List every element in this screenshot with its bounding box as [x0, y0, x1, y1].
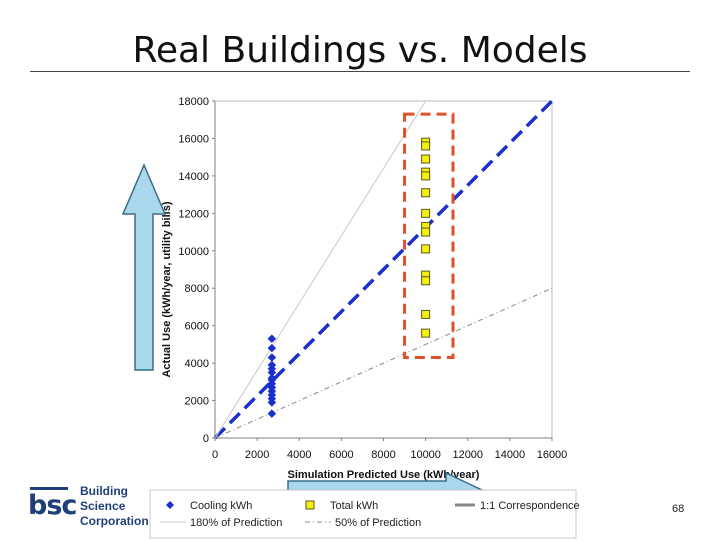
- total-point: [421, 309, 431, 319]
- x-tick-label: 0: [212, 449, 218, 461]
- bsc-logo: bsc Building Science Corporation: [26, 482, 150, 532]
- total-point: [421, 276, 431, 286]
- total-point: [421, 154, 431, 164]
- chart-legend: Cooling kWh Total kWh 1:1 Correspondence 18…: [149, 489, 580, 539]
- slide-title: Real Buildings vs. Models: [132, 30, 588, 71]
- x-tick-label: 6000: [329, 449, 353, 461]
- y-tick-label: 12000: [178, 208, 209, 220]
- legend-label: Cooling kWh: [190, 500, 252, 512]
- legend-label: 1:1 Correspondence: [480, 500, 580, 512]
- y-tick-label: 8000: [185, 283, 209, 295]
- x-tick-label: 16000: [537, 449, 568, 461]
- total-point: [421, 227, 431, 237]
- legend-total-marker: [305, 500, 315, 510]
- cooling-point: [267, 334, 277, 344]
- cooling-point: [267, 398, 277, 407]
- x-tick-label: 12000: [452, 449, 483, 461]
- y-tick-label: 16000: [178, 133, 209, 145]
- y-tick-label: 2000: [185, 396, 209, 408]
- title-divider: [30, 71, 690, 72]
- y-tick-label: 10000: [178, 246, 209, 258]
- y-tick-label: 4000: [185, 358, 209, 370]
- logo-line-3: Corporation: [80, 514, 149, 528]
- cooling-series: [267, 334, 277, 419]
- y-tick-label: 6000: [185, 321, 209, 333]
- logo-line-2: Science: [80, 499, 126, 513]
- chart-axes: 0 2000 4000 6000 8000 10000 12000 14000 16000 0 20…: [161, 96, 567, 481]
- up-arrow: [121, 163, 167, 371]
- one-to-one-line: [213, 99, 554, 440]
- total-point: [421, 141, 431, 151]
- logo-bar: [30, 487, 68, 490]
- legend-frame: [149, 489, 577, 539]
- legend-label: 180% of Prediction: [190, 517, 282, 529]
- y-tick-label: 0: [203, 433, 209, 445]
- cooling-point: [267, 343, 277, 353]
- prediction-180-line: [214, 100, 427, 439]
- logo-mark: bsc: [28, 490, 77, 521]
- legend-cooling-marker: [166, 501, 174, 509]
- logo-text: Building Science Corporation: [80, 484, 149, 529]
- x-tick-label: 8000: [371, 449, 395, 461]
- y-tick-label: 14000: [178, 171, 209, 183]
- highlight-box: [403, 112, 455, 359]
- total-series: [421, 137, 431, 338]
- x-tick-label: 10000: [410, 449, 441, 461]
- y-axis-label: Actual Use (kWh/year, utility bills): [161, 201, 173, 377]
- cooling-point: [267, 409, 277, 419]
- x-tick-label: 2000: [245, 449, 269, 461]
- total-point: [421, 188, 431, 198]
- total-point: [421, 328, 431, 338]
- y-tick-label: 18000: [178, 96, 209, 108]
- x-axis-label: Simulation Predicted Use (kWh/year): [288, 469, 480, 481]
- total-point: [421, 171, 431, 181]
- total-point: [421, 208, 431, 218]
- legend-label: Total kWh: [330, 500, 378, 512]
- x-tick-label: 4000: [287, 449, 311, 461]
- page-number: 68: [672, 503, 685, 515]
- logo-line-1: Building: [80, 484, 128, 498]
- legend-label: 50% of Prediction: [335, 517, 421, 529]
- x-tick-label: 14000: [495, 449, 526, 461]
- total-point: [421, 244, 431, 254]
